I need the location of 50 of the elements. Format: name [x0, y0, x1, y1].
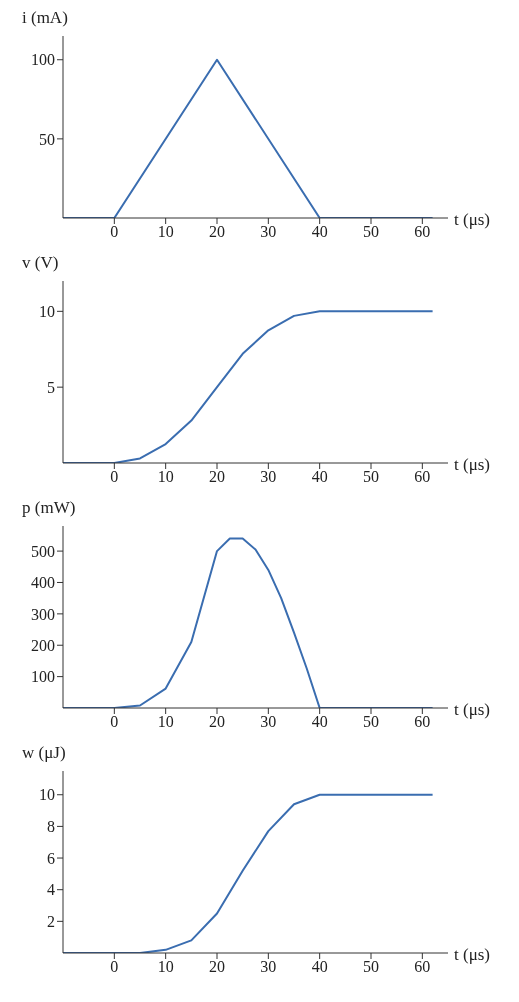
y-axis-title: w (μJ) [22, 743, 66, 763]
y-tick-label: 400 [31, 574, 55, 592]
x-tick-label: 20 [209, 713, 225, 731]
y-tick-label: 5 [47, 378, 55, 396]
y-axis-title: p (mW) [22, 498, 76, 518]
x-tick-label: 40 [311, 468, 328, 486]
x-tick-label: 50 [363, 223, 379, 241]
x-tick-label: 0 [110, 713, 119, 731]
y-tick-label: 8 [47, 818, 55, 836]
x-tick-label: 20 [209, 223, 225, 241]
x-tick-label: 60 [414, 223, 431, 241]
y-tick-label: 4 [47, 881, 55, 899]
x-tick-label: 10 [157, 223, 174, 241]
x-tick-label: 60 [414, 713, 431, 731]
x-tick-label: 50 [363, 468, 379, 486]
x-tick-label: 30 [260, 958, 277, 976]
y-tick-label: 2 [47, 913, 55, 931]
x-tick-label: 10 [157, 713, 174, 731]
x-axis-title: t (μs) [454, 700, 491, 720]
x-tick-label: 40 [311, 223, 328, 241]
x-tick-label: 50 [363, 713, 379, 731]
y-axis-title: i (mA) [22, 8, 68, 28]
y-tick-label: 500 [31, 542, 55, 560]
x-tick-label: 40 [311, 958, 328, 976]
x-tick-label: 10 [157, 468, 174, 486]
x-tick-label: 0 [110, 468, 119, 486]
x-axis-title: t (μs) [454, 210, 491, 230]
x-tick-label: 30 [260, 713, 277, 731]
y-tick-label: 6 [47, 849, 55, 867]
y-tick-label: 10 [39, 786, 55, 804]
x-tick-label: 60 [414, 958, 431, 976]
x-tick-label: 20 [209, 468, 225, 486]
x-tick-label: 60 [414, 468, 431, 486]
x-tick-label: 30 [260, 223, 277, 241]
y-axis-title: v (V) [22, 253, 59, 273]
y-tick-label: 200 [31, 636, 55, 654]
x-tick-label: 20 [209, 958, 225, 976]
x-tick-label: 0 [110, 223, 119, 241]
y-tick-label: 300 [31, 605, 55, 623]
x-tick-label: 50 [363, 958, 379, 976]
y-tick-label: 50 [39, 130, 55, 148]
y-tick-label: 10 [39, 303, 55, 321]
y-tick-label: 100 [31, 51, 55, 69]
x-tick-label: 30 [260, 468, 277, 486]
x-tick-label: 40 [311, 713, 328, 731]
y-tick-label: 100 [31, 668, 55, 686]
x-tick-label: 0 [110, 958, 119, 976]
x-axis-title: t (μs) [454, 945, 491, 965]
x-axis-title: t (μs) [454, 455, 491, 475]
x-tick-label: 10 [157, 958, 174, 976]
